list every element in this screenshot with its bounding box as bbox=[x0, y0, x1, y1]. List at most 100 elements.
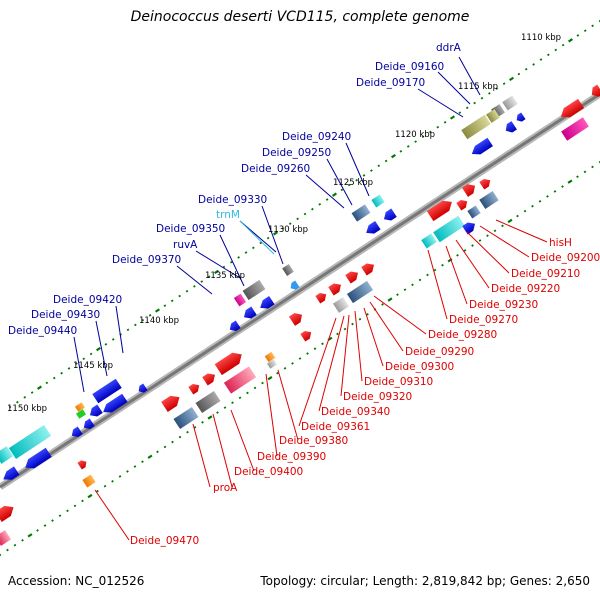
gene-label-deide-09390: Deide_09390 bbox=[257, 451, 326, 463]
gene-glyph-forward bbox=[345, 271, 359, 284]
scale-minor-tick bbox=[170, 299, 174, 303]
leader-line-reverse bbox=[195, 250, 241, 279]
gene-glyph-forward bbox=[161, 395, 180, 412]
scale-minor-tick bbox=[259, 241, 263, 245]
gene-label-deide-09280: Deide_09280 bbox=[428, 329, 497, 341]
scale-minor-tick bbox=[321, 342, 324, 346]
scale-minor-tick bbox=[291, 362, 294, 365]
gene-glyph-reverse bbox=[282, 264, 294, 276]
scale-minor-tick bbox=[406, 145, 410, 148]
scale-minor-tick bbox=[366, 312, 369, 316]
gene-glyph-reverse bbox=[8, 425, 52, 459]
scale-minor-tick bbox=[261, 381, 264, 385]
scale-minor-tick bbox=[141, 318, 145, 322]
gene-label-deide-09260: Deide_09260 bbox=[241, 163, 310, 175]
leader-line-forward bbox=[369, 301, 404, 352]
gene-glyph-forward bbox=[433, 215, 465, 243]
gene-glyph-reverse bbox=[83, 418, 95, 430]
scale-major-tick bbox=[568, 38, 573, 43]
gene-layer bbox=[0, 84, 600, 546]
scale-major-tick bbox=[147, 454, 153, 459]
gene-label-hish: hisH bbox=[549, 237, 572, 249]
tick-label-1145: 1145 kbp bbox=[73, 361, 113, 371]
gene-label-deide-09200: Deide_09200 bbox=[531, 252, 600, 264]
gene-label-deide-09340: Deide_09340 bbox=[321, 406, 390, 418]
gene-glyph-reverse bbox=[25, 447, 52, 469]
gene-label-proa: proA bbox=[213, 482, 238, 494]
scale-minor-tick bbox=[421, 135, 425, 139]
scale-minor-tick bbox=[524, 67, 528, 71]
leader-line-forward bbox=[298, 317, 337, 427]
scale-major-tick bbox=[87, 493, 93, 499]
leader-line-forward bbox=[212, 413, 233, 488]
scale-major-tick bbox=[509, 76, 514, 82]
gene-glyph-reverse bbox=[505, 121, 517, 133]
gene-glyph-forward bbox=[479, 178, 491, 190]
leader-line-forward bbox=[427, 249, 448, 320]
scale-minor-tick bbox=[21, 538, 24, 542]
leader-line-reverse bbox=[458, 56, 481, 96]
gene-glyph-reverse bbox=[591, 84, 600, 97]
gene-label-deide-09300: Deide_09300 bbox=[385, 361, 454, 373]
scale-minor-tick bbox=[553, 190, 557, 193]
scale-minor-tick bbox=[163, 445, 167, 449]
scale-layer bbox=[0, 19, 600, 557]
gene-label-deide-09270: Deide_09270 bbox=[449, 314, 518, 326]
scale-minor-tick bbox=[456, 254, 459, 257]
scale-minor-tick bbox=[156, 450, 159, 454]
scale-minor-tick bbox=[252, 246, 255, 250]
gene-glyph-reverse bbox=[260, 295, 275, 309]
scale-minor-tick bbox=[6, 548, 9, 552]
scale-minor-tick bbox=[347, 183, 351, 187]
gene-glyph-forward bbox=[467, 205, 481, 219]
scale-minor-tick bbox=[201, 421, 204, 424]
scale-minor-tick bbox=[133, 465, 137, 468]
scale-major-tick bbox=[273, 231, 278, 236]
gene-glyph-reverse bbox=[560, 98, 585, 118]
scale-minor-tick bbox=[340, 188, 344, 192]
scale-minor-tick bbox=[396, 293, 399, 296]
scale-minor-tick bbox=[473, 101, 476, 105]
scale-minor-tick bbox=[288, 222, 292, 225]
scale-minor-tick bbox=[283, 367, 287, 370]
gene-glyph-reverse bbox=[0, 446, 14, 464]
scale-minor-tick bbox=[303, 212, 307, 216]
gene-glyph-forward bbox=[288, 313, 303, 326]
gene-glyph-reverse bbox=[76, 409, 86, 419]
gene-glyph-reverse bbox=[366, 220, 381, 234]
scale-minor-tick bbox=[89, 352, 93, 356]
scale-minor-tick bbox=[58, 514, 62, 518]
scale-major-tick bbox=[507, 218, 513, 224]
leader-line-forward bbox=[277, 369, 299, 441]
leader-line-forward bbox=[455, 239, 490, 289]
tick-label-1120: 1120 kbp bbox=[395, 130, 435, 140]
gene-label-deide-09420: Deide_09420 bbox=[53, 294, 122, 306]
scale-minor-tick bbox=[539, 58, 543, 61]
leader-line-reverse bbox=[176, 265, 213, 295]
scale-minor-tick bbox=[318, 203, 322, 206]
gene-label-deide-09210: Deide_09210 bbox=[511, 268, 580, 280]
scale-minor-tick bbox=[244, 251, 248, 254]
gene-glyph-reverse bbox=[71, 426, 83, 438]
gene-glyph-forward bbox=[264, 351, 276, 363]
scale-minor-tick bbox=[81, 499, 84, 503]
scale-minor-tick bbox=[488, 92, 491, 95]
gene-glyph-reverse bbox=[92, 378, 122, 404]
scale-minor-tick bbox=[67, 367, 71, 370]
scale-minor-tick bbox=[523, 209, 527, 213]
gene-glyph-reverse bbox=[229, 320, 241, 332]
leader-line-reverse bbox=[261, 205, 284, 265]
scale-minor-tick bbox=[546, 195, 549, 198]
scale-minor-tick bbox=[429, 130, 432, 134]
scale-minor-tick bbox=[325, 198, 329, 201]
scale-minor-tick bbox=[246, 391, 249, 395]
scale-minor-tick bbox=[207, 275, 211, 279]
tick-labels: 1110 kbp 1115 kbp 1120 kbp 1125 kbp 1130… bbox=[7, 33, 561, 414]
scale-minor-tick bbox=[480, 96, 484, 100]
scale-minor-tick bbox=[598, 160, 600, 164]
scale-minor-tick bbox=[281, 227, 285, 230]
gene-glyph-reverse bbox=[89, 404, 103, 417]
scale-minor-tick bbox=[141, 460, 144, 463]
gene-glyph-reverse bbox=[242, 279, 266, 301]
scale-minor-tick bbox=[298, 357, 302, 360]
